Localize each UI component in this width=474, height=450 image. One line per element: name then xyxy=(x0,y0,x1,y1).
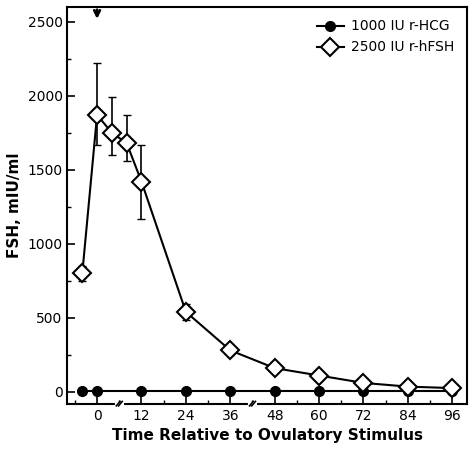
X-axis label: Time Relative to Ovulatory Stimulus: Time Relative to Ovulatory Stimulus xyxy=(112,428,423,443)
Legend: 1000 IU r-HCG, 2500 IU r-hFSH: 1000 IU r-HCG, 2500 IU r-hFSH xyxy=(311,14,460,60)
Y-axis label: FSH, mIU/ml: FSH, mIU/ml xyxy=(7,153,22,258)
